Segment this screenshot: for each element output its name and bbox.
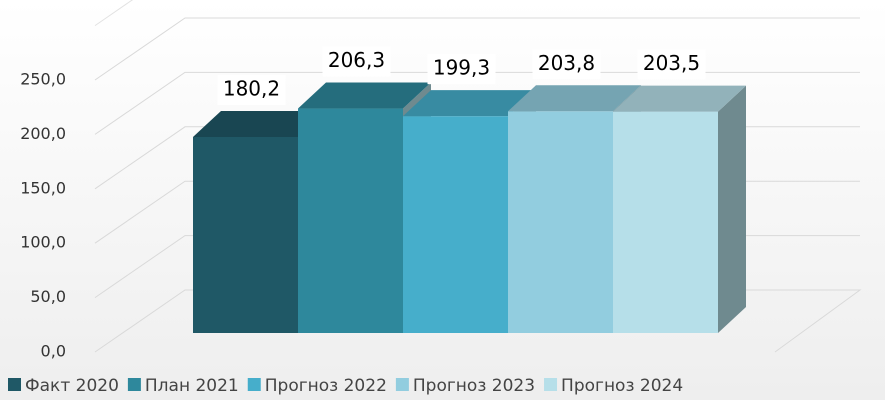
bar — [613, 111, 718, 333]
y-tick-label: 100,0 — [20, 233, 66, 252]
bar — [193, 136, 298, 333]
legend-swatch — [247, 378, 261, 391]
value-label: 203,5 — [643, 51, 700, 75]
legend-swatch — [395, 378, 409, 391]
legend-label: Факт 2020 — [25, 376, 119, 396]
value-label-box — [532, 49, 601, 80]
value-label: 199,3 — [433, 56, 490, 80]
value-label-box — [427, 54, 496, 85]
value-label-box — [217, 74, 286, 105]
legend-swatch — [544, 378, 558, 391]
bar — [403, 116, 508, 334]
grid-line — [94, 71, 860, 135]
value-label: 180,2 — [223, 76, 280, 100]
legend-swatch — [8, 378, 21, 391]
bar — [298, 108, 403, 334]
y-tick-label: 0,0 — [41, 342, 66, 361]
legend-swatch — [127, 378, 141, 391]
bar-top — [508, 85, 641, 112]
bar-top — [193, 110, 326, 137]
bar-top — [613, 85, 746, 112]
bar — [508, 111, 613, 334]
legend-label: Прогноз 2024 — [561, 376, 683, 396]
legend-label: Прогноз 2022 — [265, 376, 387, 396]
value-label: 203,8 — [538, 51, 595, 75]
y-tick-label: 50,0 — [30, 287, 66, 306]
y-tick-label: 150,0 — [20, 178, 66, 197]
bar-side — [718, 85, 746, 333]
value-label-box — [322, 46, 391, 77]
grid-line — [94, 17, 860, 81]
value-label-box — [637, 49, 706, 80]
y-tick-label: 250,0 — [20, 70, 66, 89]
y-tick-label: 200,0 — [20, 124, 66, 143]
bar-top — [403, 90, 536, 117]
legend-label: План 2021 — [145, 376, 239, 396]
legend-label: Прогноз 2023 — [413, 376, 535, 396]
value-label: 206,3 — [328, 48, 385, 72]
bar-top — [298, 82, 431, 109]
wall-edge — [94, 0, 134, 27]
